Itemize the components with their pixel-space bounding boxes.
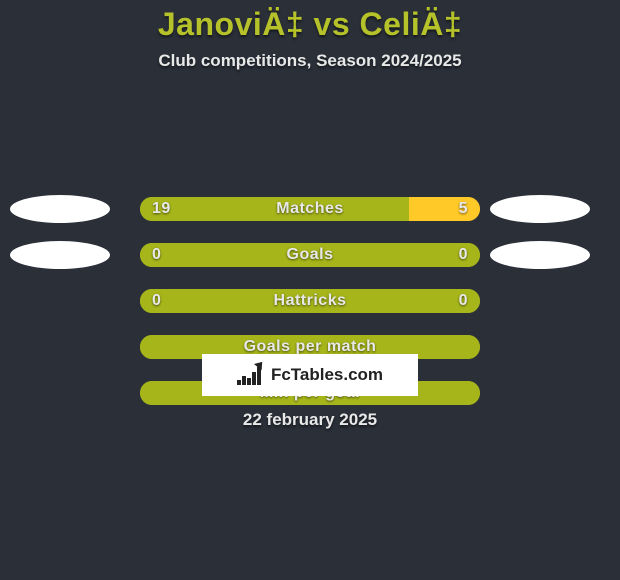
stat-bar: 0 0 Hattricks [140, 289, 480, 313]
stat-bar-right [409, 197, 480, 221]
stat-row: 0 0 Hattricks [0, 289, 620, 313]
stat-label: Goals [287, 246, 334, 264]
date-label: 22 february 2025 [243, 410, 377, 430]
stat-value-left: 19 [152, 200, 171, 218]
stat-label: Hattricks [274, 292, 347, 310]
stat-value-right: 0 [459, 292, 468, 310]
player-left-marker [10, 195, 110, 223]
player-left-marker [10, 241, 110, 269]
stat-value-left: 0 [152, 292, 161, 310]
stat-value-right: 0 [459, 246, 468, 264]
chart-icon [237, 365, 265, 385]
page-subtitle: Club competitions, Season 2024/2025 [0, 51, 620, 71]
player-right-marker [490, 241, 590, 269]
logo-text: FcTables.com [271, 365, 383, 385]
site-logo: FcTables.com [202, 354, 418, 396]
stat-row: 19 5 Matches [0, 197, 620, 221]
page-title: JanoviÄ‡ vs CeliÄ‡ [0, 0, 620, 43]
player-right-marker [490, 195, 590, 223]
stat-row: 0 0 Goals [0, 243, 620, 267]
stat-value-left: 0 [152, 246, 161, 264]
stat-value-right: 5 [459, 200, 468, 218]
stat-bar-left [140, 197, 409, 221]
stat-bar: 0 0 Goals [140, 243, 480, 267]
stat-bar: 19 5 Matches [140, 197, 480, 221]
stat-label: Matches [276, 200, 344, 218]
